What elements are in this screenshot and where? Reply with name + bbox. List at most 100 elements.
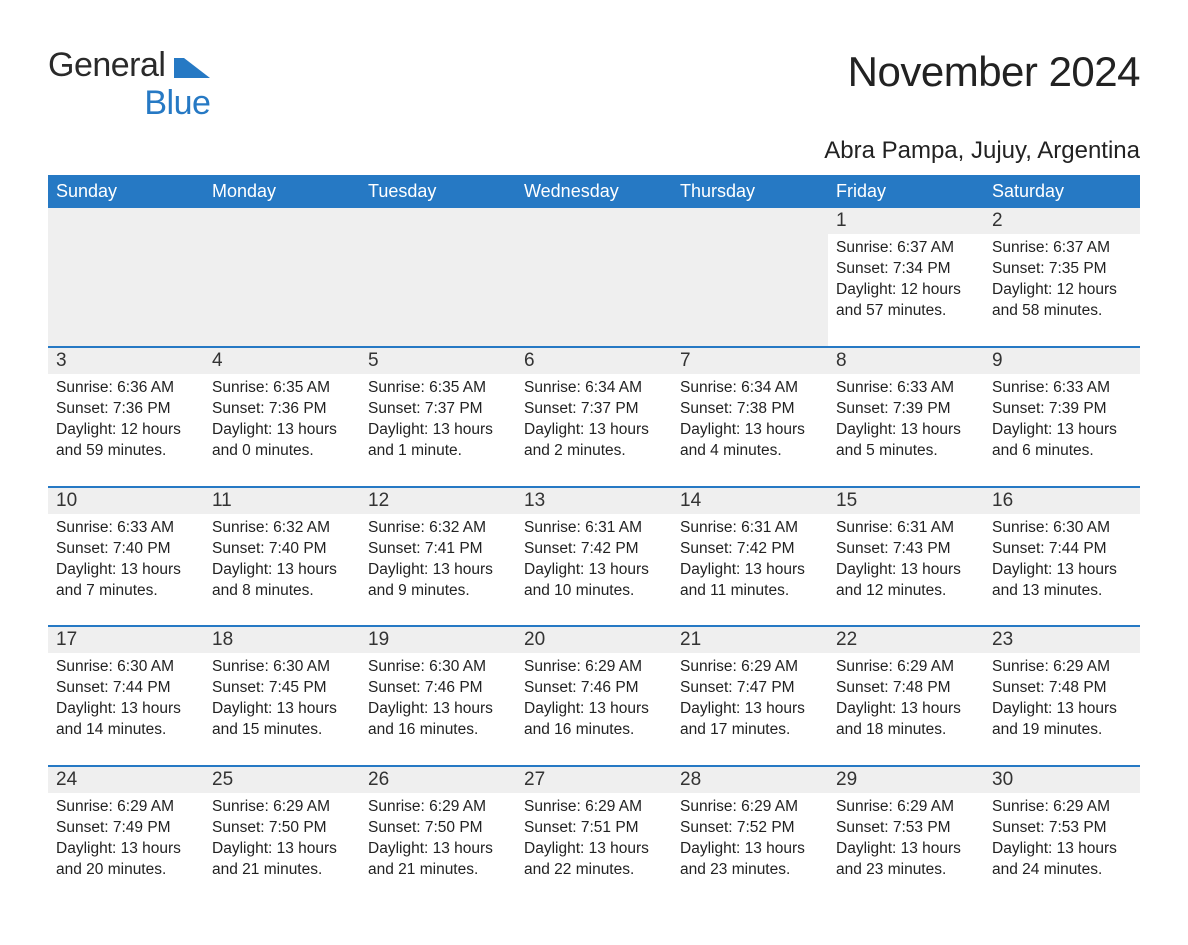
- daylight-text: Daylight: 12 hours and 59 minutes.: [56, 420, 196, 462]
- calendar-day-cell: 20 Sunrise: 6:29 AMSunset: 7:46 PMDayligh…: [516, 626, 672, 766]
- calendar-week-row: 1Sunrise: 6:37 AMSunset: 7:34 PMDaylight…: [48, 208, 1140, 347]
- sunset-text: Sunset: 7:51 PM: [524, 818, 664, 839]
- day-data: Sunrise: 6:29 AMSunset: 7:51 PMDaylight:…: [524, 797, 664, 881]
- day-number: 12: [360, 488, 516, 514]
- title-block: November 2024: [848, 48, 1140, 96]
- sunrise-text: Sunrise: 6:29 AM: [992, 797, 1132, 818]
- day-number: 2: [984, 208, 1140, 234]
- sunrise-text: Sunrise: 6:29 AM: [680, 657, 820, 678]
- daylight-text: Daylight: 13 hours and 7 minutes.: [56, 560, 196, 602]
- calendar-day-cell: 7Sunrise: 6:34 AMSunset: 7:38 PMDaylight…: [672, 347, 828, 487]
- day-number: 22: [828, 627, 984, 653]
- day-data: Sunrise: 6:33 AMSunset: 7:39 PMDaylight:…: [836, 378, 976, 462]
- day-data: Sunrise: 6:29 AMSunset: 7:48 PMDaylight:…: [836, 657, 976, 741]
- sunrise-text: Sunrise: 6:30 AM: [992, 518, 1132, 539]
- sunrise-text: Sunrise: 6:29 AM: [836, 797, 976, 818]
- daylight-text: Daylight: 13 hours and 1 minute.: [368, 420, 508, 462]
- daylight-text: Daylight: 13 hours and 12 minutes.: [836, 560, 976, 602]
- empty-day-bar: [360, 208, 516, 234]
- calendar-empty-cell: [204, 208, 360, 347]
- sunset-text: Sunset: 7:41 PM: [368, 539, 508, 560]
- sunrise-text: Sunrise: 6:29 AM: [212, 797, 352, 818]
- daylight-text: Daylight: 13 hours and 4 minutes.: [680, 420, 820, 462]
- daylight-text: Daylight: 13 hours and 11 minutes.: [680, 560, 820, 602]
- weekday-header: Monday: [204, 175, 360, 208]
- day-data: Sunrise: 6:30 AMSunset: 7:46 PMDaylight:…: [368, 657, 508, 741]
- day-number: 28: [672, 767, 828, 793]
- daylight-text: Daylight: 13 hours and 14 minutes.: [56, 699, 196, 741]
- daylight-text: Daylight: 13 hours and 2 minutes.: [524, 420, 664, 462]
- day-number: 24: [48, 767, 204, 793]
- daylight-text: Daylight: 13 hours and 15 minutes.: [212, 699, 352, 741]
- sunset-text: Sunset: 7:46 PM: [524, 678, 664, 699]
- calendar-day-cell: 27Sunrise: 6:29 AMSunset: 7:51 PMDayligh…: [516, 766, 672, 905]
- sunset-text: Sunset: 7:47 PM: [680, 678, 820, 699]
- day-data: Sunrise: 6:29 AMSunset: 7:47 PMDaylight:…: [680, 657, 820, 741]
- calendar-empty-cell: [672, 208, 828, 347]
- daylight-text: Daylight: 13 hours and 10 minutes.: [524, 560, 664, 602]
- day-data: Sunrise: 6:29 AMSunset: 7:46 PMDaylight:…: [524, 657, 664, 741]
- day-data: Sunrise: 6:33 AMSunset: 7:40 PMDaylight:…: [56, 518, 196, 602]
- day-data: Sunrise: 6:32 AMSunset: 7:41 PMDaylight:…: [368, 518, 508, 602]
- day-data: Sunrise: 6:29 AMSunset: 7:50 PMDaylight:…: [212, 797, 352, 881]
- day-number: 7: [672, 348, 828, 374]
- day-number: 16: [984, 488, 1140, 514]
- day-data: Sunrise: 6:29 AMSunset: 7:53 PMDaylight:…: [836, 797, 976, 881]
- sunset-text: Sunset: 7:42 PM: [524, 539, 664, 560]
- sunset-text: Sunset: 7:42 PM: [680, 539, 820, 560]
- weekday-header: Sunday: [48, 175, 204, 208]
- day-data: Sunrise: 6:35 AMSunset: 7:37 PMDaylight:…: [368, 378, 508, 462]
- calendar-day-cell: 6Sunrise: 6:34 AMSunset: 7:37 PMDaylight…: [516, 347, 672, 487]
- day-number: 30: [984, 767, 1140, 793]
- calendar-day-cell: 24Sunrise: 6:29 AMSunset: 7:49 PMDayligh…: [48, 766, 204, 905]
- sunset-text: Sunset: 7:39 PM: [992, 399, 1132, 420]
- day-number: 14: [672, 488, 828, 514]
- weekday-header: Tuesday: [360, 175, 516, 208]
- sunrise-text: Sunrise: 6:29 AM: [836, 657, 976, 678]
- sunset-text: Sunset: 7:50 PM: [368, 818, 508, 839]
- calendar-day-cell: 30Sunrise: 6:29 AMSunset: 7:53 PMDayligh…: [984, 766, 1140, 905]
- calendar-week-row: 17Sunrise: 6:30 AMSunset: 7:44 PMDayligh…: [48, 626, 1140, 766]
- sunrise-text: Sunrise: 6:32 AM: [368, 518, 508, 539]
- sunrise-text: Sunrise: 6:30 AM: [56, 657, 196, 678]
- daylight-text: Daylight: 13 hours and 20 minutes.: [56, 839, 196, 881]
- sunrise-text: Sunrise: 6:29 AM: [524, 657, 664, 678]
- day-number: 26: [360, 767, 516, 793]
- day-number: 11: [204, 488, 360, 514]
- sunset-text: Sunset: 7:38 PM: [680, 399, 820, 420]
- calendar-day-cell: 18 Sunrise: 6:30 AMSunset: 7:45 PMDayligh…: [204, 626, 360, 766]
- day-number: 19: [360, 627, 516, 653]
- sunrise-text: Sunrise: 6:29 AM: [524, 797, 664, 818]
- daylight-text: Daylight: 13 hours and 6 minutes.: [992, 420, 1132, 462]
- day-number: 20: [516, 627, 672, 653]
- daylight-text: Daylight: 13 hours and 0 minutes.: [212, 420, 352, 462]
- calendar-day-cell: 12 Sunrise: 6:32 AMSunset: 7:41 PMDayligh…: [360, 487, 516, 627]
- sunset-text: Sunset: 7:43 PM: [836, 539, 976, 560]
- sunrise-text: Sunrise: 6:37 AM: [992, 238, 1132, 259]
- sunset-text: Sunset: 7:37 PM: [368, 399, 508, 420]
- sunset-text: Sunset: 7:40 PM: [56, 539, 196, 560]
- sunrise-text: Sunrise: 6:35 AM: [212, 378, 352, 399]
- empty-day-bar: [516, 208, 672, 234]
- calendar-day-cell: 13Sunrise: 6:31 AMSunset: 7:42 PMDayligh…: [516, 487, 672, 627]
- day-number: 3: [48, 348, 204, 374]
- calendar-day-cell: 16Sunrise: 6:30 AMSunset: 7:44 PMDayligh…: [984, 487, 1140, 627]
- calendar-day-cell: 17 Sunrise: 6:30 AMSunset: 7:44 PMDayligh…: [48, 626, 204, 766]
- day-data: Sunrise: 6:34 AMSunset: 7:37 PMDaylight:…: [524, 378, 664, 462]
- day-number: 18: [204, 627, 360, 653]
- day-number: 15: [828, 488, 984, 514]
- sunset-text: Sunset: 7:48 PM: [836, 678, 976, 699]
- sunset-text: Sunset: 7:44 PM: [56, 678, 196, 699]
- sunrise-text: Sunrise: 6:35 AM: [368, 378, 508, 399]
- sunset-text: Sunset: 7:49 PM: [56, 818, 196, 839]
- day-data: Sunrise: 6:30 AMSunset: 7:45 PMDaylight:…: [212, 657, 352, 741]
- day-number: 21: [672, 627, 828, 653]
- sunset-text: Sunset: 7:37 PM: [524, 399, 664, 420]
- day-number: 17: [48, 627, 204, 653]
- brand-logo: General Blue: [48, 48, 210, 121]
- daylight-text: Daylight: 13 hours and 23 minutes.: [836, 839, 976, 881]
- empty-day-bar: [204, 208, 360, 234]
- sunset-text: Sunset: 7:36 PM: [212, 399, 352, 420]
- sunset-text: Sunset: 7:35 PM: [992, 259, 1132, 280]
- sunrise-text: Sunrise: 6:34 AM: [524, 378, 664, 399]
